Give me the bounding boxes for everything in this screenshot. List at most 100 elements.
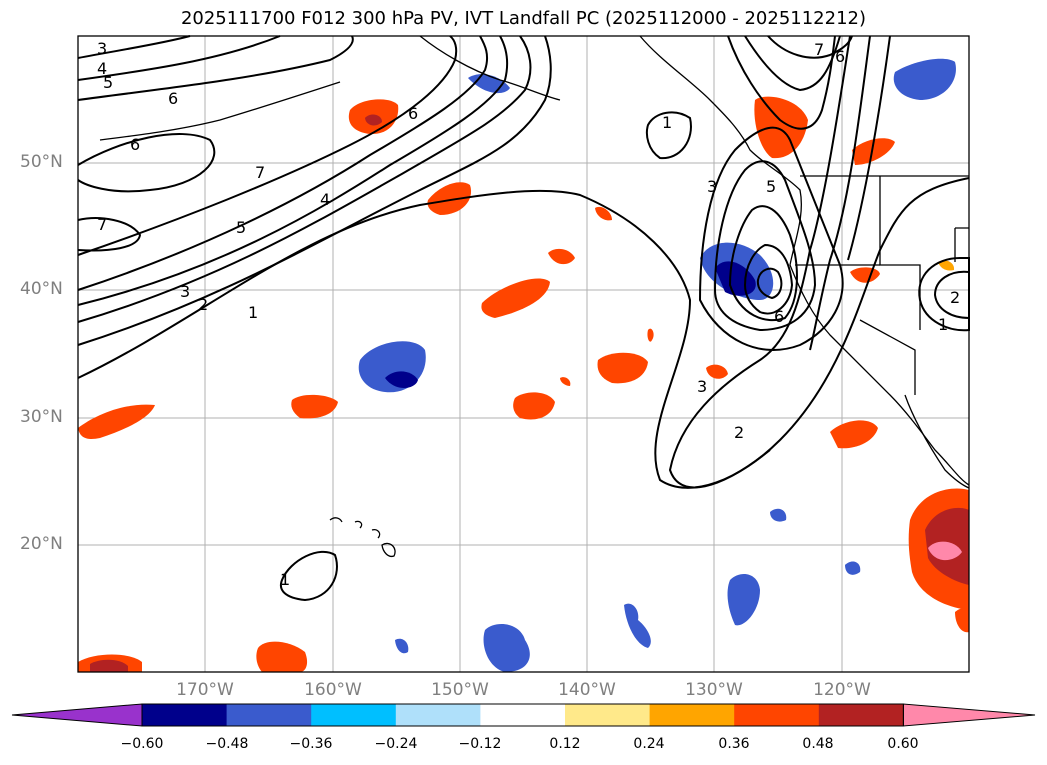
contour-label: 3: [707, 177, 717, 196]
contour-line-1: [77, 177, 970, 489]
hawaii-islands: [329, 517, 396, 558]
contour-label: 2: [734, 423, 744, 442]
map-area: [78, 36, 969, 672]
colorbar-segment: [734, 704, 820, 726]
contour-line-24: [280, 550, 338, 602]
positive-anomaly: [78, 404, 155, 439]
positive-anomaly: [513, 392, 555, 420]
positive-anomaly-core: [90, 659, 128, 672]
map-frame: [77, 35, 970, 673]
negative-anomaly: [893, 58, 956, 100]
pv-contours: [77, 35, 970, 602]
colorbar-tick: −0.48: [205, 736, 249, 752]
contour-line-22: [847, 35, 891, 261]
colorbar-segment: [565, 704, 651, 726]
positive-anomaly: [291, 394, 338, 419]
north-america-coast: [639, 35, 970, 486]
colorbar-segment: [142, 704, 228, 726]
lat-label: 20°N: [20, 534, 63, 554]
contour-line-3: [77, 35, 532, 323]
contour-line-7: [77, 133, 216, 193]
colorbar-segment: [226, 704, 312, 726]
colorbar-segment: [311, 704, 397, 726]
positive-anomaly: [548, 248, 575, 265]
positive-anomaly-peak: [928, 541, 962, 561]
colorbar-extend-max: [902, 703, 1036, 727]
contour-line-20: [668, 35, 851, 489]
positive-anomaly: [938, 260, 955, 271]
lon-label: 140°W: [558, 680, 616, 700]
coastlines: [99, 35, 970, 558]
lat-label: 40°N: [20, 279, 63, 299]
contour-line-15: [743, 243, 794, 315]
colorbar-tick: 0.12: [549, 736, 581, 752]
contour-line-21: [809, 35, 871, 351]
colorbar-tick: −0.12: [458, 736, 502, 752]
positive-anomaly: [597, 352, 648, 384]
contour-line-11: [77, 35, 191, 59]
contour-label: 1: [938, 315, 948, 334]
colorbar-tick: 0.24: [633, 736, 665, 752]
lat-label: 30°N: [20, 407, 63, 427]
contour-label: 6: [168, 89, 178, 108]
positive-anomaly: [754, 96, 808, 159]
contour-line-9: [77, 35, 354, 101]
contour-line-12: [698, 126, 844, 351]
chart-title: 2025111700 F012 300 hPa PV, IVT Landfall…: [180, 8, 867, 29]
colorbar-segment: [480, 704, 566, 726]
colorbar-extend-min: [11, 703, 143, 727]
lat-label: 50°N: [20, 152, 63, 172]
contour-label: 5: [766, 177, 776, 196]
contour-label: 1: [662, 113, 672, 132]
state-border: [879, 176, 921, 330]
lon-label: 160°W: [304, 680, 362, 700]
lon-label: 150°W: [431, 680, 489, 700]
positive-anomaly: [595, 206, 612, 221]
contour-label: 6: [774, 307, 784, 326]
negative-anomaly: [483, 624, 530, 672]
negative-anomaly: [624, 603, 651, 648]
contour-label: 6: [835, 47, 845, 66]
contour-line-16: [756, 267, 783, 300]
positive-anomaly: [830, 420, 878, 449]
contour-line-8: [77, 217, 142, 252]
contour-label: 2: [950, 288, 960, 307]
colorbar-segment: [818, 704, 904, 726]
negative-anomaly: [395, 638, 409, 654]
negative-anomaly: [845, 561, 861, 575]
positive-anomaly: [560, 377, 571, 386]
contour-label: 3: [697, 377, 707, 396]
colorbar-tick: −0.24: [374, 736, 418, 752]
positive-anomaly: [706, 364, 728, 379]
contour-label: 7: [255, 163, 265, 182]
aleutian-islands: [99, 81, 341, 141]
contour-label: 2: [198, 295, 208, 314]
negative-anomaly: [770, 508, 787, 522]
positive-anomaly: [256, 641, 308, 672]
contour-label: 1: [248, 303, 258, 322]
contour-label: 4: [320, 190, 330, 209]
positive-anomaly: [647, 328, 654, 342]
contour-label: 7: [97, 215, 107, 234]
negative-anomaly: [727, 574, 760, 626]
lon-label: 170°W: [176, 680, 234, 700]
positive-anomaly: [481, 278, 550, 318]
colorbar-tick: 0.48: [802, 736, 834, 752]
negative-anomaly-core: [385, 371, 418, 388]
contour-label: 5: [236, 218, 246, 237]
lon-label: 120°W: [813, 680, 871, 700]
pc-shading: [78, 58, 969, 672]
positive-anomaly: [955, 608, 969, 633]
positive-anomaly: [427, 182, 472, 215]
contour-line-2: [77, 35, 552, 346]
lon-label: 130°W: [685, 680, 743, 700]
contour-label: 3: [97, 39, 107, 58]
contour-label: 7: [814, 40, 824, 59]
state-border: [859, 319, 916, 395]
contour-label: 5: [103, 73, 113, 92]
contour-line-5: [77, 35, 489, 291]
contour-label: 6: [130, 135, 140, 154]
colorbar-segment: [649, 704, 735, 726]
contour-line-4: [77, 35, 509, 306]
